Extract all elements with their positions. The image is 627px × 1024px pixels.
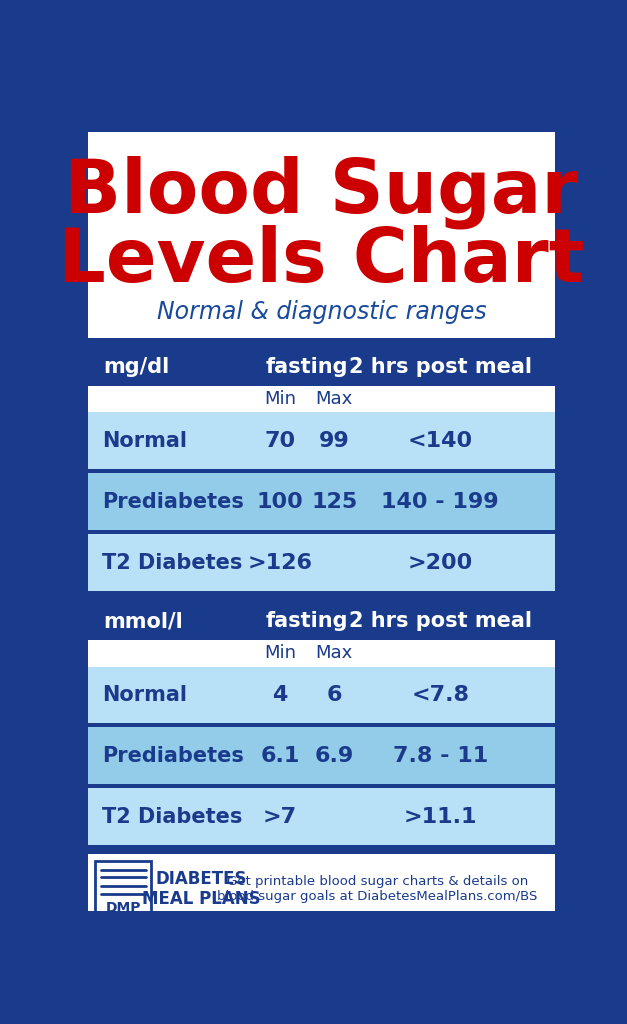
Text: 2 hrs post meal: 2 hrs post meal xyxy=(349,611,532,631)
Text: Normal: Normal xyxy=(102,431,187,451)
Text: T2 Diabetes: T2 Diabetes xyxy=(102,553,242,572)
Text: DMP: DMP xyxy=(105,900,141,914)
Text: 100: 100 xyxy=(256,492,303,512)
Text: Prediabetes: Prediabetes xyxy=(102,492,243,512)
Text: Get printable blood sugar charts & details on
blood sugar goals at DiabetesMealP: Get printable blood sugar charts & detai… xyxy=(217,876,537,903)
Bar xyxy=(88,348,555,386)
Text: Max: Max xyxy=(315,390,353,409)
Text: >200: >200 xyxy=(408,553,473,572)
Text: 99: 99 xyxy=(319,431,349,451)
Bar xyxy=(88,640,555,667)
Text: Normal: Normal xyxy=(102,685,187,705)
Text: mg/dl: mg/dl xyxy=(103,357,169,377)
Bar xyxy=(88,854,555,924)
Text: fasting: fasting xyxy=(266,611,348,631)
Bar xyxy=(88,535,555,591)
Bar xyxy=(88,413,555,469)
Text: <140: <140 xyxy=(408,431,473,451)
Text: 2 hrs post meal: 2 hrs post meal xyxy=(349,357,532,377)
Text: Max: Max xyxy=(315,644,353,663)
Bar xyxy=(88,788,555,845)
Text: >11.1: >11.1 xyxy=(404,807,477,826)
Bar xyxy=(95,860,151,918)
Text: Min: Min xyxy=(264,390,296,409)
Text: 125: 125 xyxy=(311,492,357,512)
Text: 4: 4 xyxy=(272,685,288,705)
Text: Min: Min xyxy=(264,644,296,663)
Text: >126: >126 xyxy=(248,553,312,572)
Text: mmol/l: mmol/l xyxy=(103,611,183,631)
Bar xyxy=(88,727,555,784)
Text: Blood Sugar: Blood Sugar xyxy=(64,156,579,229)
Text: fasting: fasting xyxy=(266,357,348,377)
Bar xyxy=(88,473,555,530)
Text: Levels Chart: Levels Chart xyxy=(58,225,584,298)
Bar xyxy=(88,132,555,339)
Text: 6.1: 6.1 xyxy=(260,745,300,766)
Bar xyxy=(88,602,555,640)
Text: 70: 70 xyxy=(265,431,295,451)
Text: 140 - 199: 140 - 199 xyxy=(381,492,499,512)
Text: Prediabetes: Prediabetes xyxy=(102,745,243,766)
Text: 6.9: 6.9 xyxy=(315,745,354,766)
Bar xyxy=(95,860,151,918)
Text: >7: >7 xyxy=(263,807,297,826)
Text: DIABETES
MEAL PLANS: DIABETES MEAL PLANS xyxy=(142,869,261,908)
Text: T2 Diabetes: T2 Diabetes xyxy=(102,807,242,826)
Bar xyxy=(88,667,555,724)
Text: <7.8: <7.8 xyxy=(411,685,469,705)
Text: Normal & diagnostic ranges: Normal & diagnostic ranges xyxy=(157,300,486,325)
Bar xyxy=(88,386,555,413)
Text: 6: 6 xyxy=(327,685,342,705)
Text: 7.8 - 11: 7.8 - 11 xyxy=(393,745,488,766)
